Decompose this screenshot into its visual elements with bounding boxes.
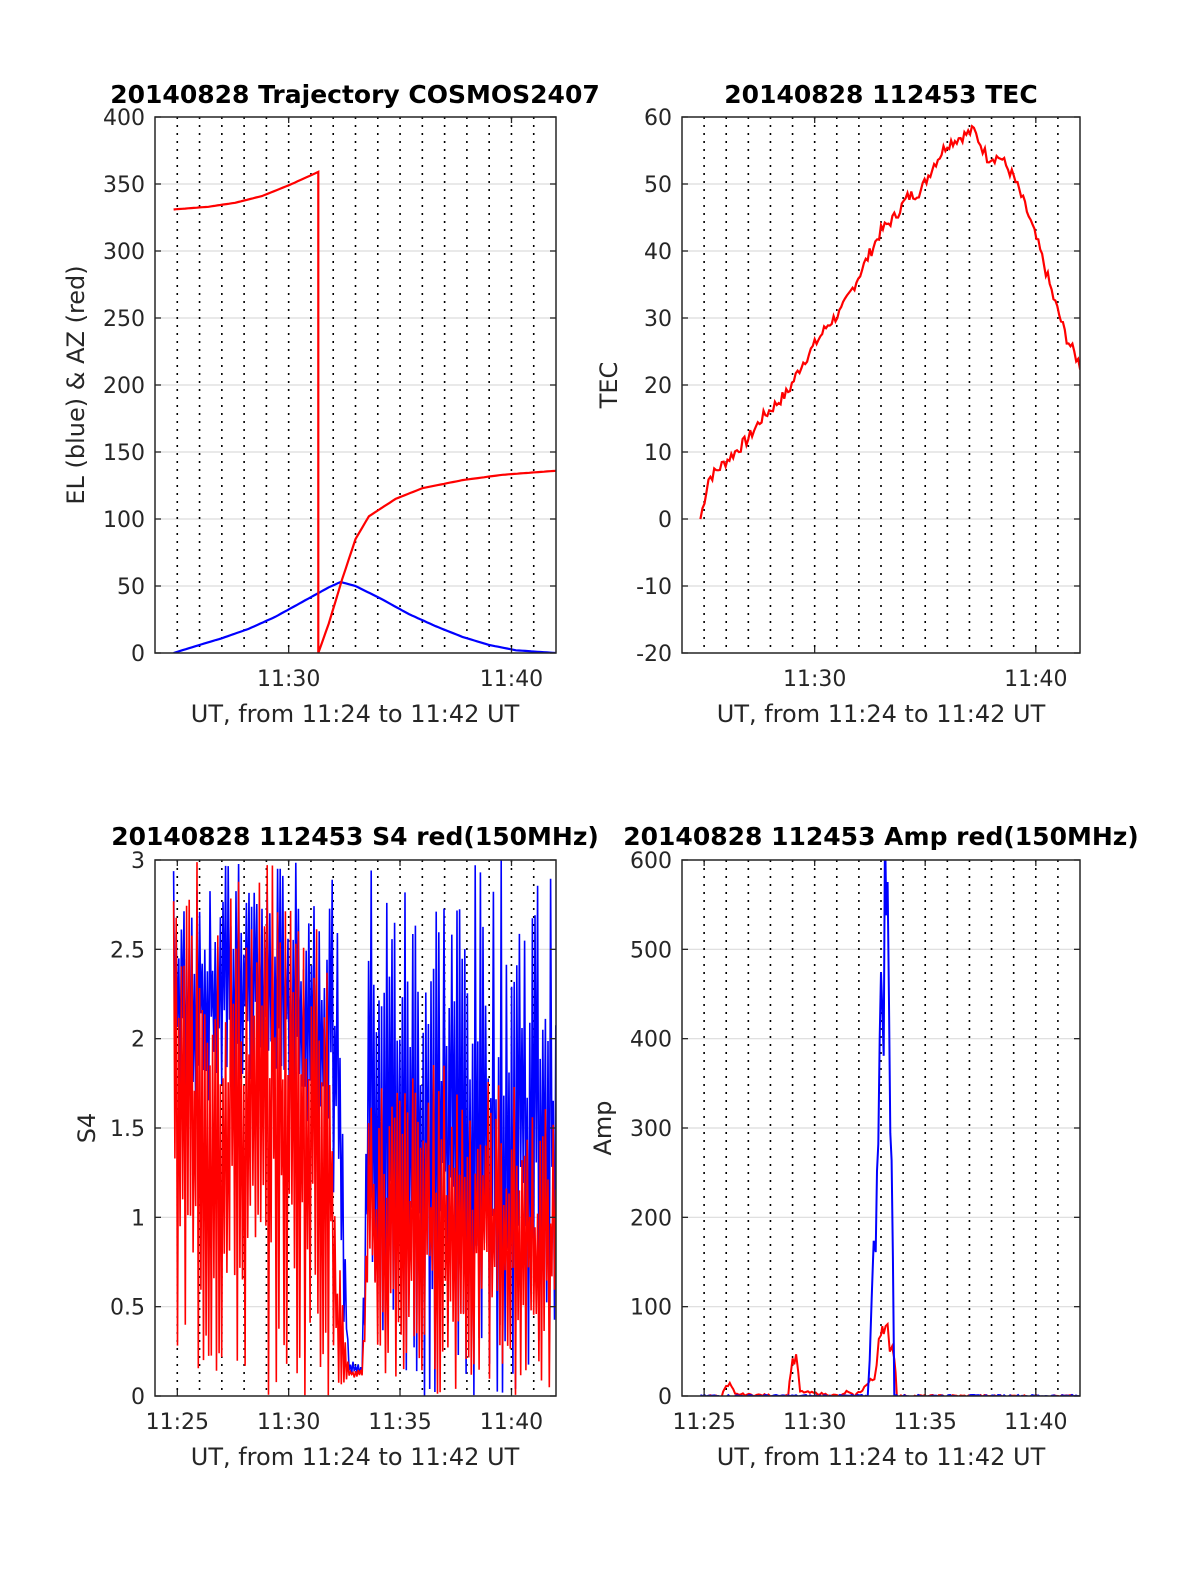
y-tick-label: -10 (636, 575, 672, 600)
x-tick-label: 11:25 (672, 1410, 735, 1435)
panel4-title: 20140828 112453 Amp red(150MHz) (623, 822, 1139, 851)
y-tick-label: 60 (644, 106, 672, 131)
series-line-0 (173, 580, 556, 653)
x-tick-label: 11:40 (480, 1410, 543, 1435)
x-tick-label: 11:30 (783, 667, 846, 692)
panel1-title: 20140828 Trajectory COSMOS2407 (110, 80, 600, 109)
y-tick-label: 2 (131, 1028, 145, 1053)
y-tick-label: 0.5 (110, 1296, 145, 1321)
panel-amp: 20140828 112453 Amp red(150MHz) 0 100 200 3… (589, 822, 1139, 1471)
y-tick-label: 400 (103, 106, 145, 131)
x-tick-label: 11:35 (368, 1410, 431, 1435)
panel2-ylabel: TEC (595, 362, 623, 410)
y-tick-label: 20 (644, 374, 672, 399)
y-tick-label: 200 (630, 1206, 672, 1231)
y-tick-label: 40 (644, 240, 672, 265)
x-tick-label: 11:30 (257, 667, 320, 692)
panel3-ylabel: S4 (73, 1113, 101, 1144)
y-tick-label: 200 (103, 374, 145, 399)
series-line-0 (699, 124, 1080, 520)
panel4-xlabel: UT, from 11:24 to 11:42 UT (717, 1443, 1046, 1471)
y-tick-label: 1 (131, 1206, 145, 1231)
series-layer (172, 860, 556, 1396)
y-tick-label: 0 (131, 1385, 145, 1410)
y-tick-label: 50 (117, 575, 145, 600)
series-layer (173, 170, 556, 653)
trajectory-plot-area: 0 50 100 150 200 250 300 350 400 11:30 11:40 (103, 106, 557, 692)
panel3-xlabel: UT, from 11:24 to 11:42 UT (191, 1443, 520, 1471)
y-tick-label: 100 (103, 508, 145, 533)
y-tick-label: 300 (630, 1117, 672, 1142)
y-tick-label: 50 (644, 173, 672, 198)
y-tick-label: 400 (630, 1028, 672, 1053)
x-tick-label: 11:30 (257, 1410, 320, 1435)
y-tick-label: 0 (131, 642, 145, 667)
y-tick-label: -20 (636, 642, 672, 667)
y-tick-label: 100 (630, 1296, 672, 1321)
panel1-xlabel: UT, from 11:24 to 11:42 UT (191, 700, 520, 728)
tec-plot-area: -20 -10 0 10 20 30 40 50 60 11:30 11:40 (636, 106, 1081, 692)
panel-tec: 20140828 112453 TEC -20 -10 0 10 20 30 40 50 60 1… (595, 80, 1081, 728)
series-line-1 (173, 170, 556, 653)
y-tick-label: 2.5 (110, 938, 145, 963)
y-tick-label: 3 (131, 849, 145, 874)
x-tick-label: 11:40 (480, 667, 543, 692)
series-layer (699, 124, 1080, 520)
y-tick-label: 0 (658, 508, 672, 533)
x-tick-label: 11:25 (146, 1410, 209, 1435)
panel2-title: 20140828 112453 TEC (724, 80, 1037, 109)
series-band-1 (172, 862, 556, 1396)
y-tick-label: 600 (630, 849, 672, 874)
amp-plot-area: 0 100 200 300 400 500 600 11:25 11:30 11:35 11:40 (630, 849, 1081, 1435)
panel3-title: 20140828 112453 S4 red(150MHz) (111, 822, 599, 851)
x-tick-label: 11:30 (783, 1410, 846, 1435)
panel2-xlabel: UT, from 11:24 to 11:42 UT (717, 700, 1046, 728)
panel4-ylabel: Amp (589, 1100, 617, 1155)
x-tick-label: 11:35 (893, 1410, 956, 1435)
y-tick-label: 500 (630, 938, 672, 963)
y-tick-label: 10 (644, 441, 672, 466)
y-tick-label: 1.5 (110, 1117, 145, 1142)
x-tick-label: 11:40 (1004, 667, 1067, 692)
y-tick-label: 250 (103, 307, 145, 332)
s4-plot-area: 0 0.5 1 1.5 2 2.5 3 11:25 11:30 11:35 11:40 (110, 849, 557, 1435)
panel-trajectory: 20140828 Trajectory COSMOS2407 0 50 100 150… (62, 80, 600, 728)
x-tick-label: 11:40 (1004, 1410, 1067, 1435)
panel1-ylabel: EL (blue) & AZ (red) (62, 265, 90, 504)
y-tick-label: 300 (103, 240, 145, 265)
y-tick-label: 0 (658, 1385, 672, 1410)
y-tick-label: 350 (103, 173, 145, 198)
y-tick-label: 150 (103, 441, 145, 466)
panel-s4: 20140828 112453 S4 red(150MHz) 0 0.5 1 1.5 2… (73, 822, 599, 1471)
y-tick-label: 30 (644, 307, 672, 332)
